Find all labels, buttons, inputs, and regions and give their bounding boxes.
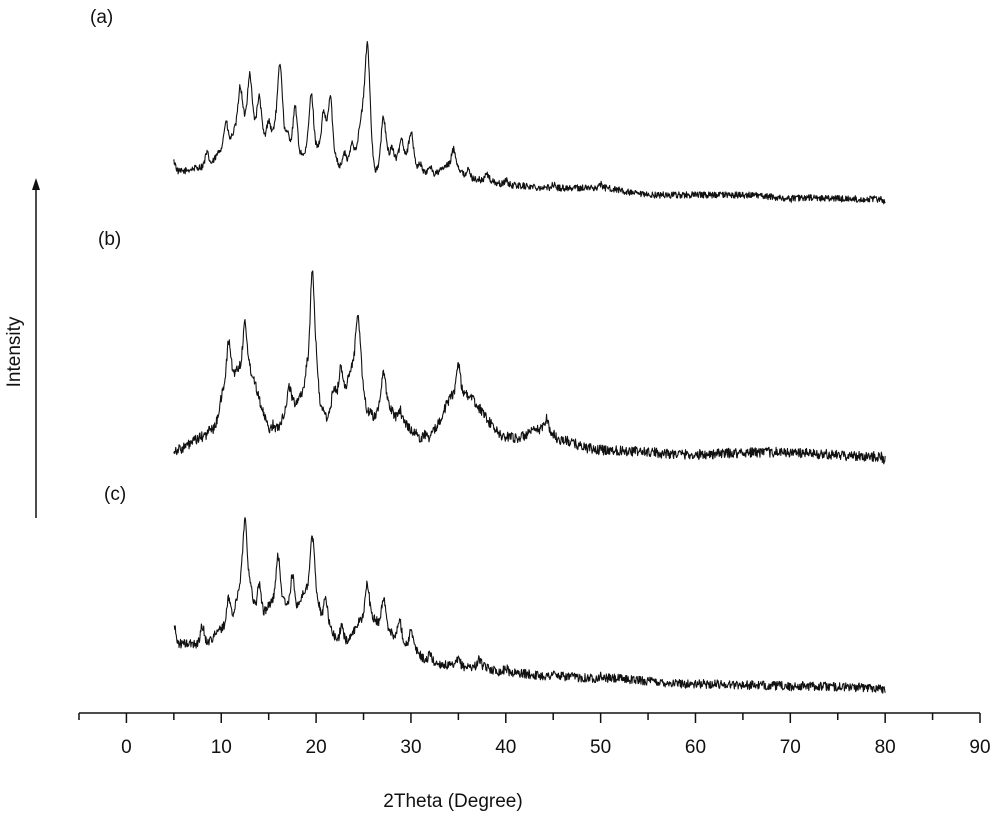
x-tick-label: 0: [121, 737, 132, 758]
x-tick-label: 60: [685, 737, 706, 758]
y-axis-arrowhead: [32, 178, 40, 190]
y-axis-title: Intensity: [4, 316, 25, 387]
series-c-line: [173, 517, 886, 694]
x-axis-ticks: 0 10 20 30 40 50 60 70 80 90: [78, 713, 991, 758]
series-b-line: [173, 270, 886, 465]
x-tick-label: 20: [306, 737, 327, 758]
x-tick-label: 50: [590, 737, 611, 758]
x-axis-title: 2Theta (Degree): [383, 791, 522, 812]
x-tick-label: 70: [780, 737, 801, 758]
series-a-line: [173, 41, 886, 205]
x-tick-label: 30: [400, 737, 421, 758]
panel-label-a: (a): [90, 7, 113, 28]
x-tick-label: 10: [211, 737, 232, 758]
x-tick-label: 40: [495, 737, 516, 758]
x-tick-label: 80: [875, 737, 896, 758]
x-tick-label: 90: [969, 737, 990, 758]
panel-label-c: (c): [104, 484, 126, 505]
panel-label-b: (b): [98, 229, 121, 250]
